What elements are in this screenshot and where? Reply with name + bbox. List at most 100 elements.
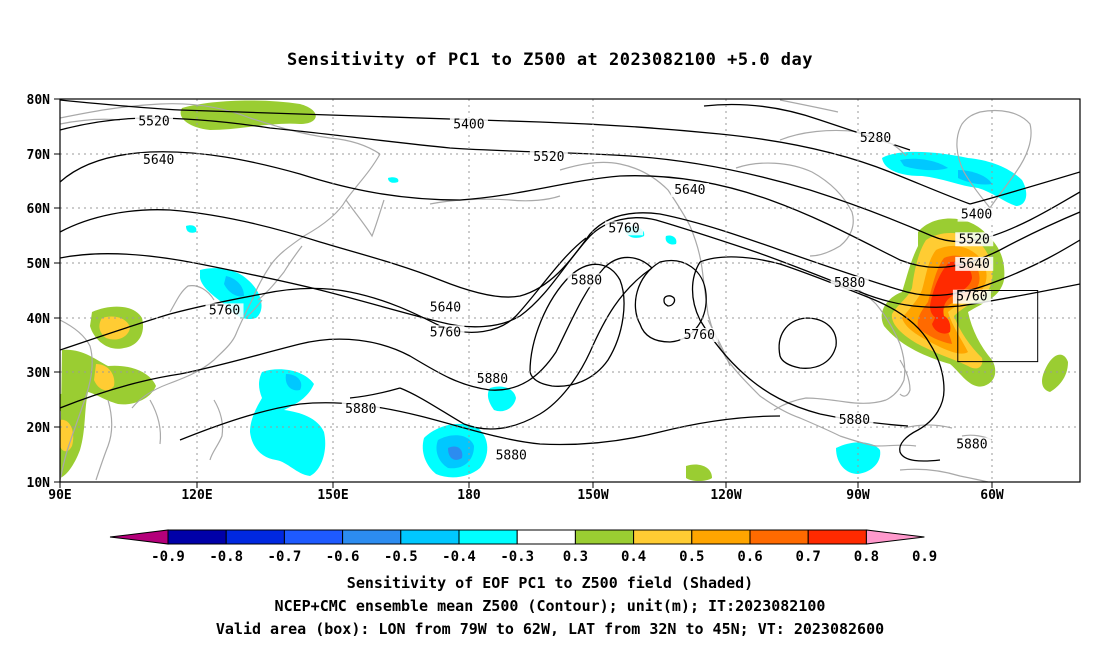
colorbar-label: 0.9 [912, 549, 937, 565]
colorbar-swatch [807, 529, 867, 545]
lat-label: 40N [27, 312, 51, 327]
contour-label: 5520 [138, 115, 169, 130]
contour-label-bg [426, 325, 465, 340]
contour-label: 5880 [496, 448, 527, 463]
contour-label-bg [957, 207, 996, 222]
colorbar-swatch [342, 529, 402, 545]
contour-labels: 5520 5400 5280 5640 5520 5640 5400 5760 5520 5880… [135, 114, 996, 463]
colorbar-swatch [167, 529, 227, 545]
lat-label: 50N [27, 257, 51, 272]
contour-label-bg [835, 412, 874, 427]
longitude-labels: 90E 120E 150E 180 150W 120W 90W 60W [48, 488, 1004, 503]
contour-label: 5520 [959, 232, 990, 247]
caption-contour: NCEP+CMC ensemble mean Z500 (Contour); u… [274, 597, 826, 615]
colorbar: -0.9 -0.8 -0.7 -0.6 -0.5 -0.4 -0.3 0.3 0.4 0.5 0.6… [109, 529, 937, 565]
colorbar-swatch [749, 529, 809, 545]
contour-label: 5880 [571, 273, 602, 288]
colorbar-swatch [516, 529, 576, 545]
contour-label: 5280 [860, 131, 891, 146]
colorbar-swatch [691, 529, 751, 545]
contour-label: 5880 [956, 437, 987, 452]
colorbar-right-tip [865, 529, 925, 545]
contour-label: 5760 [684, 328, 715, 343]
contour-label: 5880 [839, 413, 870, 428]
lon-label: 180 [457, 488, 481, 503]
contour-label-bg [856, 131, 895, 146]
contour-label-bg [605, 221, 644, 236]
contour-label-bg [426, 300, 465, 315]
colorbar-left-tip [109, 529, 169, 545]
contour-label: 5760 [956, 290, 987, 305]
lat-label: 70N [27, 148, 51, 163]
contour-label: 5880 [834, 276, 865, 291]
lat-label: 60N [27, 202, 51, 217]
lon-label: 120W [710, 488, 741, 503]
colorbar-swatch [400, 529, 460, 545]
contour-label-bg [139, 152, 178, 167]
contour-label-bg [473, 371, 512, 386]
contour-label-bg [952, 289, 991, 304]
colorbar-label: -0.5 [384, 549, 418, 565]
contour-label-bg [135, 114, 174, 129]
contour-label: 5400 [961, 208, 992, 223]
contour-label: 5640 [143, 153, 174, 168]
colorbar-swatch [574, 529, 635, 545]
contour-label: 5880 [477, 372, 508, 387]
lat-label: 10N [27, 476, 51, 491]
colorbar-label: -0.3 [500, 549, 534, 565]
contour-label: 5760 [608, 221, 639, 236]
axis-ticks [54, 98, 993, 488]
colorbar-swatch [283, 529, 344, 545]
contour-label: 5400 [453, 117, 484, 132]
colorbar-label: 0.3 [563, 549, 588, 565]
valid-area-box [957, 290, 1039, 363]
lon-label: 120E [181, 488, 212, 503]
colorbar-swatch [633, 529, 693, 545]
contour-label-bg [492, 448, 531, 463]
lat-lon-grid [60, 99, 1080, 482]
colorbar-label: -0.7 [268, 549, 302, 565]
colorbar-swatch [225, 529, 285, 545]
colorbar-label: 0.5 [679, 549, 704, 565]
lat-label: 20N [27, 421, 51, 436]
colorbar-label: -0.9 [151, 549, 185, 565]
contour-label-bg [449, 117, 488, 132]
contour-label-bg [955, 232, 994, 247]
lon-label: 150E [317, 488, 348, 503]
colorbar-label: 0.4 [621, 549, 646, 565]
contour-label-bg [830, 276, 869, 291]
colorbar-label: 0.7 [796, 549, 821, 565]
figure-title: Sensitivity of PC1 to Z500 at 2023082100… [286, 50, 813, 70]
contour-label-bg [680, 328, 719, 343]
caption-valid-area: Valid area (box): LON from 79W to 62W, L… [215, 620, 885, 638]
contour-label-bg [955, 256, 994, 271]
contour-label-bg [205, 303, 244, 318]
colorbar-label: -0.8 [209, 549, 243, 565]
contour-label: 5760 [430, 325, 461, 340]
lat-label: 30N [27, 366, 51, 381]
lon-label: 150W [577, 488, 608, 503]
contour-label-bg [952, 437, 991, 452]
colorbar-swatch [458, 529, 518, 545]
contour-label-bg [567, 273, 606, 288]
contour-label: 5640 [430, 301, 461, 316]
contour-label: 5520 [533, 150, 564, 165]
colorbar-label: 0.8 [854, 549, 879, 565]
lat-label: 80N [27, 93, 51, 108]
contour-label-bg [341, 401, 380, 416]
caption-shading: Sensitivity of EOF PC1 to Z500 field (Sh… [346, 574, 754, 592]
contour-label: 5760 [209, 303, 240, 318]
latitude-labels: 80N 70N 60N 50N 40N 30N 20N 10N [27, 93, 51, 491]
colorbar-label: 0.6 [737, 549, 762, 565]
map-frame [59, 98, 1081, 483]
contour-label: 5640 [674, 183, 705, 198]
colorbar-label: -0.6 [326, 549, 360, 565]
lon-label: 90E [48, 488, 71, 503]
contour-label-bg [529, 150, 568, 165]
colorbar-label: -0.4 [442, 549, 476, 565]
lon-label: 90W [846, 488, 870, 503]
contour-label: 5880 [345, 402, 376, 417]
lon-label: 60W [980, 488, 1004, 503]
contour-label-bg [670, 183, 709, 198]
